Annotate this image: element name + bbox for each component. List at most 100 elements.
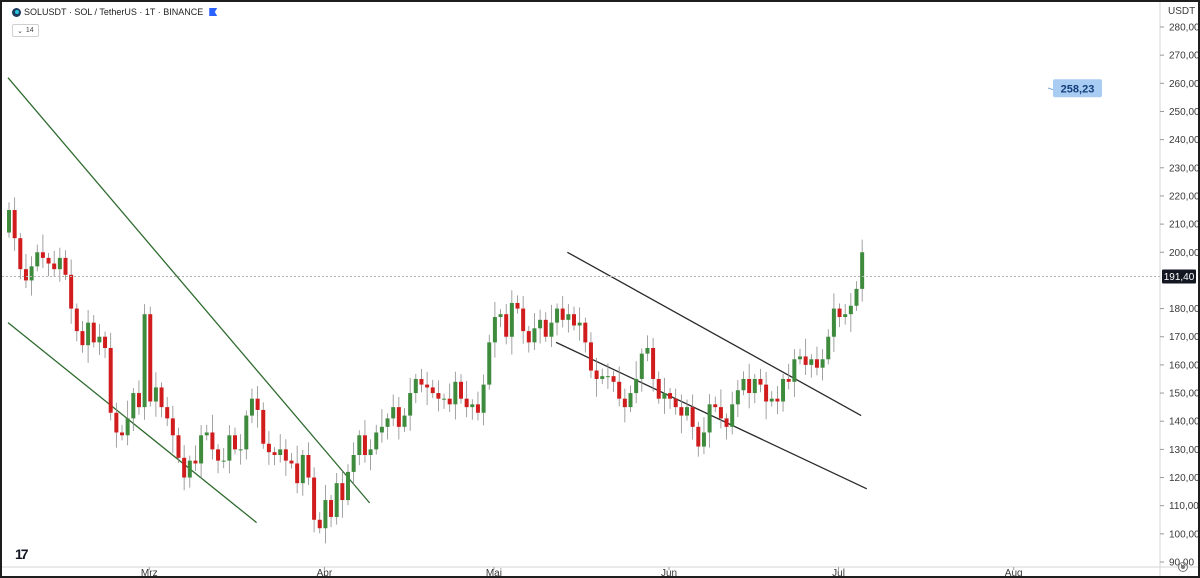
trendlines-layer <box>7 77 868 524</box>
callout-label: 258,23 <box>1061 83 1095 95</box>
candle-body <box>29 266 34 281</box>
candle-body <box>656 378 661 399</box>
candle-body <box>605 376 610 378</box>
y-tick-label: 260,00 <box>1169 79 1198 90</box>
candle-body <box>103 336 108 348</box>
candle-body <box>735 390 740 405</box>
candle-body <box>408 393 413 416</box>
candle-body <box>108 348 113 413</box>
candle-body <box>413 378 418 394</box>
candle-body <box>255 398 260 410</box>
symbol-title: SOLUSDT · SOL / TetherUS · 1T · BINANCE <box>24 7 204 17</box>
candle-body <box>368 449 373 455</box>
solana-logo-icon <box>12 7 21 17</box>
candle-body <box>199 435 204 464</box>
candle-body <box>854 288 859 306</box>
candle-body <box>786 378 791 382</box>
candle-body <box>475 404 480 413</box>
candle-body <box>453 381 458 405</box>
candle-body <box>820 359 825 368</box>
candle-body <box>668 393 673 399</box>
candle-body <box>679 407 684 416</box>
candle-body <box>860 252 865 289</box>
candle-body <box>170 418 175 436</box>
candle-body <box>470 404 475 408</box>
candle-body <box>617 381 622 399</box>
candles-layer <box>7 197 865 544</box>
candle-body <box>837 308 842 318</box>
candle-body <box>148 314 153 402</box>
candle-body <box>278 449 283 455</box>
candle-body <box>216 449 221 461</box>
candle-body <box>685 407 689 416</box>
candle-body <box>724 418 729 427</box>
y-tick-label: 210,00 <box>1169 220 1198 231</box>
candle-body <box>419 378 424 385</box>
candle-body <box>233 435 237 450</box>
candle-body <box>645 348 650 354</box>
x-tick-label: Mrz <box>141 568 158 576</box>
callout-layer: 258,23 <box>1047 79 1102 98</box>
flag-icon[interactable] <box>209 8 218 16</box>
candle-body <box>651 348 656 379</box>
candle-body <box>35 252 40 267</box>
y-tick-label: 170,00 <box>1169 332 1198 343</box>
indicator-toggle[interactable]: ⌄ 14 <box>12 24 39 37</box>
candle-body <box>803 356 808 365</box>
candle-body <box>176 435 181 458</box>
candle-body <box>707 404 712 433</box>
candle-body <box>249 398 254 416</box>
candle-body <box>52 263 57 270</box>
candle-body <box>334 483 339 517</box>
candle-body <box>18 238 23 270</box>
candle-body <box>362 435 367 455</box>
candle-body <box>12 210 17 239</box>
candle-body <box>809 359 814 365</box>
y-tick-label: 110,00 <box>1169 501 1198 512</box>
candle-body <box>221 460 226 462</box>
candle-body <box>402 415 407 427</box>
candle-body <box>628 393 633 408</box>
candle-body <box>673 398 678 408</box>
candle-body <box>459 381 463 399</box>
candle-body <box>572 314 576 326</box>
candle-body <box>74 308 79 332</box>
candle-body <box>86 322 91 346</box>
gear-icon[interactable] <box>1178 562 1188 572</box>
x-tick-label: Jul <box>832 568 845 576</box>
candle-body <box>769 398 774 402</box>
symbol-header[interactable]: SOLUSDT · SOL / TetherUS · 1T · BINANCE <box>12 7 218 17</box>
candle-body <box>182 457 187 478</box>
candle-body <box>131 393 136 419</box>
y-tick-label: 180,00 <box>1169 304 1198 315</box>
candle-body <box>396 407 401 427</box>
candle-body <box>792 359 797 382</box>
candle-body <box>718 407 723 419</box>
x-axis-layer: Mrz Apr Mai Jun Jul Aug <box>141 567 1023 576</box>
candle-body <box>136 393 141 408</box>
candle-body <box>634 378 639 394</box>
candle-body <box>125 418 130 436</box>
price-line-layer: 191,40 <box>2 269 1196 284</box>
candle-body <box>611 376 616 382</box>
y-tick-label: 250,00 <box>1169 107 1198 118</box>
candle-body <box>385 418 390 427</box>
candle-body <box>238 449 243 451</box>
y-tick-label: 270,00 <box>1169 51 1198 62</box>
tradingview-logo: 17 <box>15 546 29 562</box>
y-tick-label: 130,00 <box>1169 445 1198 456</box>
candle-body <box>272 452 277 455</box>
candle-body <box>323 500 328 529</box>
candle-body <box>555 308 560 323</box>
candle-body <box>69 274 74 309</box>
candle-body <box>165 407 170 419</box>
candle-body <box>600 376 605 379</box>
candle-body <box>300 455 305 484</box>
candle-body <box>63 257 68 275</box>
candle-body <box>730 404 735 427</box>
candle-body <box>425 384 430 388</box>
candle-body <box>97 336 102 343</box>
candle-body <box>357 435 362 455</box>
